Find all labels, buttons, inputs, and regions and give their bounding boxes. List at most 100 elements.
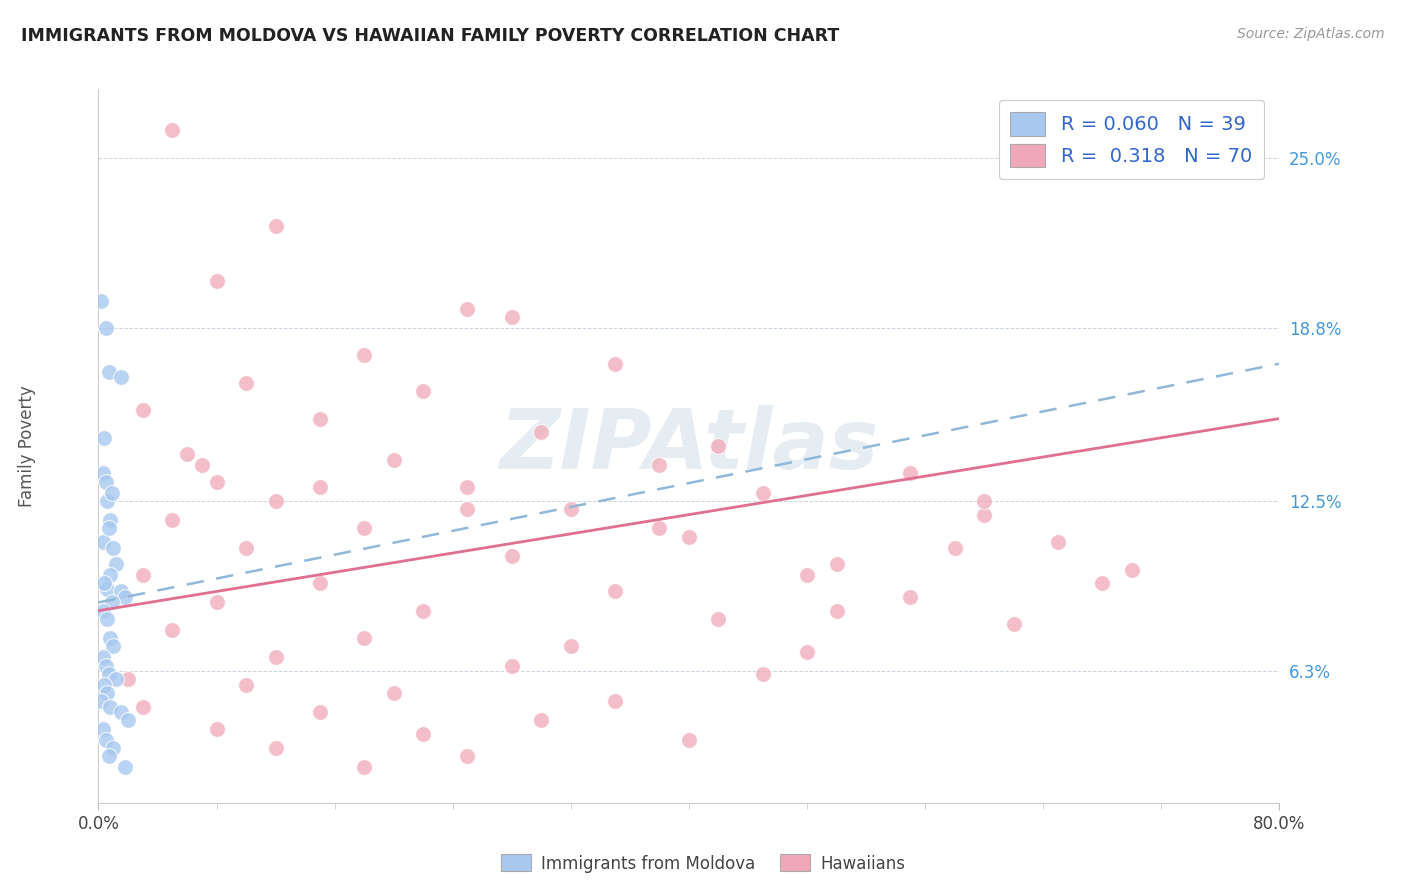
Point (457, 301, 479, 316)
Point (114, 590, 136, 604)
Point (900, 590, 922, 604)
Point (560, 640, 582, 654)
Point (973, 494, 995, 508)
Point (752, 485, 775, 500)
Point (1002, 617, 1025, 632)
Point (105, 673, 128, 687)
Point (103, 541, 125, 555)
Point (501, 310, 523, 324)
Point (678, 530, 700, 544)
Point (117, 714, 139, 728)
Point (412, 727, 434, 741)
Point (91, 604, 114, 618)
Point (90, 694, 112, 708)
Point (162, 623, 183, 637)
Point (648, 458, 671, 473)
Point (235, 541, 257, 555)
Point (309, 411, 332, 425)
Point (530, 425, 553, 440)
Legend: Immigrants from Moldova, Hawaiians: Immigrants from Moldova, Hawaiians (494, 847, 912, 880)
Point (264, 650, 287, 665)
Point (97, 666, 120, 681)
Point (93, 431, 115, 445)
Point (235, 376, 257, 390)
Point (707, 612, 730, 626)
Point (100, 485, 122, 500)
Point (796, 568, 818, 582)
Point (94, 732, 117, 747)
Point (900, 467, 922, 481)
Y-axis label: Family Poverty: Family Poverty (18, 385, 37, 507)
Point (96, 494, 118, 508)
Point (353, 348, 375, 362)
Point (114, 760, 136, 774)
Point (103, 740, 125, 755)
Point (605, 584, 627, 599)
Point (94, 321, 117, 335)
Point (105, 557, 128, 571)
Point (94, 475, 117, 489)
Point (97, 365, 120, 379)
Point (205, 475, 228, 489)
Point (530, 714, 553, 728)
Point (132, 699, 155, 714)
Point (93, 678, 115, 692)
Point (110, 370, 132, 384)
Point (162, 123, 183, 137)
Point (97, 749, 120, 764)
Point (91, 722, 114, 736)
Point (1150, 151, 1173, 165)
Point (605, 357, 627, 371)
Point (191, 458, 214, 473)
Point (205, 722, 228, 736)
Point (412, 384, 434, 398)
Point (176, 447, 198, 461)
Point (96, 686, 118, 700)
Point (205, 595, 228, 609)
Point (501, 658, 523, 673)
Point (825, 557, 848, 571)
Point (1091, 576, 1114, 591)
Point (91, 650, 114, 665)
Point (91, 467, 114, 481)
Point (235, 678, 257, 692)
Point (1121, 562, 1143, 576)
Point (707, 439, 730, 453)
Point (98, 568, 121, 582)
Point (382, 452, 405, 467)
Point (457, 749, 479, 764)
Point (98, 631, 121, 645)
Point (501, 549, 523, 563)
Point (96, 612, 118, 626)
Point (457, 480, 479, 494)
Point (110, 584, 132, 599)
Point (973, 508, 995, 522)
Point (309, 480, 332, 494)
Text: ZIPAtlas: ZIPAtlas (499, 406, 879, 486)
Point (382, 686, 405, 700)
Point (264, 219, 287, 234)
Point (91, 535, 114, 549)
Text: IMMIGRANTS FROM MOLDOVA VS HAWAIIAN FAMILY POVERTY CORRELATION CHART: IMMIGRANTS FROM MOLDOVA VS HAWAIIAN FAMI… (21, 27, 839, 45)
Point (796, 645, 818, 659)
Point (1047, 535, 1070, 549)
Point (678, 732, 700, 747)
Point (117, 673, 139, 687)
Point (97, 521, 120, 535)
Point (103, 640, 125, 654)
Point (309, 705, 332, 719)
Point (132, 403, 155, 417)
Point (752, 666, 775, 681)
Point (90, 293, 112, 308)
Point (605, 694, 627, 708)
Legend: R = 0.060   N = 39, R =  0.318   N = 70: R = 0.060 N = 39, R = 0.318 N = 70 (998, 100, 1264, 179)
Point (162, 513, 183, 527)
Point (132, 568, 155, 582)
Point (353, 760, 375, 774)
Point (309, 576, 332, 591)
Point (560, 502, 582, 516)
Text: Source: ZipAtlas.com: Source: ZipAtlas.com (1237, 27, 1385, 41)
Point (353, 521, 375, 535)
Point (96, 582, 118, 596)
Point (264, 740, 287, 755)
